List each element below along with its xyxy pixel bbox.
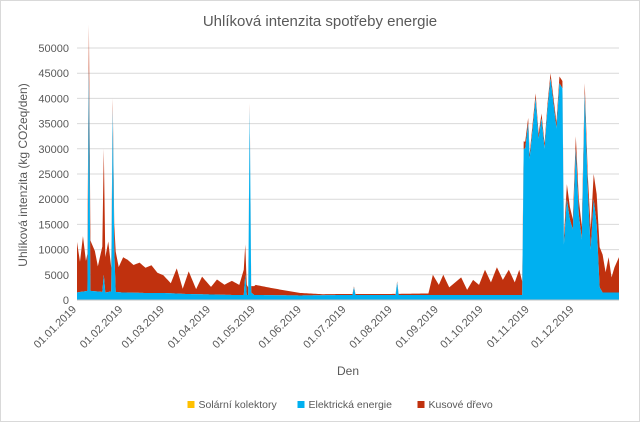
chart-title: Uhlíková intenzita spotřeby energie [203, 13, 437, 30]
legend-swatch [297, 401, 305, 408]
x-tick-label: 01.06.2019 [257, 304, 304, 351]
legend: Solární kolektory Elektrická energie Kusov… [187, 399, 493, 411]
plot-areas [77, 24, 619, 300]
x-tick-label: 01.01.2019 [32, 304, 79, 351]
y-tick-label: 5000 [45, 270, 69, 282]
y-tick-label: 45000 [38, 68, 69, 80]
legend-label: Kusové dřevo [429, 399, 493, 411]
y-tick-label: 0 [63, 295, 69, 307]
legend-label: Solární kolektory [199, 399, 278, 411]
y-axis-title: Uhlíková intenzita (kg CO2eq/den) [16, 83, 30, 266]
x-tick-label: 01.07.2019 [301, 304, 348, 351]
x-tick-label: 01.10.2019 [438, 304, 485, 351]
y-tick-label: 15000 [38, 219, 69, 231]
x-tick-label: 01.05.2019 [210, 304, 257, 351]
y-tick-label: 35000 [38, 119, 69, 131]
x-tick-label: 01.03.2019 [120, 304, 167, 351]
y-tick-label: 10000 [38, 245, 69, 257]
x-tick-label: 01.02.2019 [78, 304, 125, 351]
y-tick-label: 40000 [38, 93, 69, 105]
series-area-kusov-d-evo-area [77, 24, 619, 296]
gridlines [77, 47, 619, 276]
x-tick-label: 01.09.2019 [394, 304, 441, 351]
legend-swatch [187, 401, 195, 408]
series-area-elektrick-energie-area [77, 68, 619, 300]
x-tick-label: 01.11.2019 [485, 304, 532, 351]
legend-swatch [417, 401, 425, 408]
y-tick-label: 30000 [38, 144, 69, 156]
x-tick-label: 01.08.2019 [347, 304, 394, 351]
y-tick-label: 50000 [38, 43, 69, 55]
y-tick-label: 20000 [38, 194, 69, 206]
y-axis-ticks: 0 5000 10000 15000 20000 25000 30000 35000 40000… [38, 43, 69, 307]
x-tick-label: 01.04.2019 [166, 304, 213, 351]
x-axis-title: Den [337, 364, 359, 378]
legend-label: Elektrická energie [309, 399, 393, 411]
x-axis-ticks: 01.01.201901.02.201901.03.201901.04.2019… [32, 304, 577, 351]
y-tick-label: 25000 [38, 169, 69, 181]
x-tick-label: 01.12.2019 [529, 304, 576, 351]
